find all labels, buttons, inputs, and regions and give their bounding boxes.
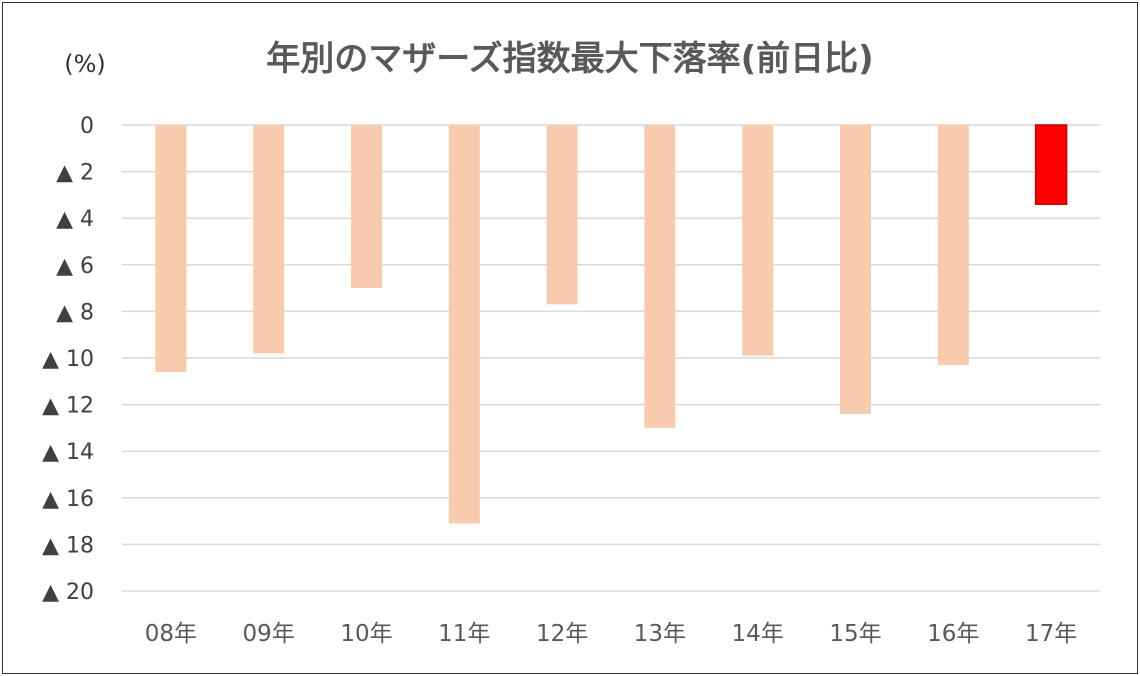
- bars: [155, 124, 1068, 524]
- x-tick-label: 08年: [145, 621, 197, 647]
- x-axis-ticks: 08年 09年 10年 11年 12年 13年 14年 15年 16年 17年: [145, 621, 1077, 647]
- y-axis-ticks: 0 ▲ 2 ▲ 4 ▲ 6 ▲ 8 ▲ 10 ▲ 12 ▲ 14 ▲ 16 ▲ 18 ▲ 20: [42, 114, 94, 605]
- bar-12年: [546, 125, 578, 305]
- bar-16年: [937, 125, 969, 365]
- x-tick-label: 11年: [438, 621, 490, 647]
- y-tick-label: ▲ 12: [42, 394, 94, 419]
- y-tick-label: ▲ 16: [42, 487, 94, 512]
- bar-17年: [1034, 124, 1068, 205]
- y-tick-label: 0: [80, 114, 94, 139]
- y-axis-unit-label: (%): [64, 50, 106, 78]
- bar-09年: [253, 125, 285, 354]
- x-tick-label: 16年: [927, 621, 979, 647]
- chart-title: 年別のマザーズ指数最大下落率(前日比): [266, 39, 873, 79]
- bar-08年: [155, 125, 187, 372]
- y-tick-label: ▲ 4: [56, 207, 94, 232]
- x-tick-label: 13年: [634, 621, 686, 647]
- x-tick-label: 14年: [732, 621, 784, 647]
- y-tick-label: ▲ 18: [42, 533, 94, 558]
- bar-14年: [742, 125, 774, 356]
- x-tick-label: 15年: [829, 621, 881, 647]
- gridlines: [122, 124, 1100, 592]
- bar-15年: [840, 125, 871, 414]
- bar-10年: [351, 125, 382, 289]
- bar-11年: [448, 125, 480, 524]
- y-tick-label: ▲ 20: [42, 580, 94, 605]
- x-tick-label: 12年: [536, 621, 588, 647]
- x-tick-label: 10年: [340, 621, 392, 647]
- y-tick-label: ▲ 10: [42, 347, 94, 372]
- bar-13年: [644, 125, 676, 428]
- x-tick-label: 17年: [1025, 621, 1077, 647]
- y-tick-label: ▲ 2: [56, 161, 94, 186]
- y-tick-label: ▲ 6: [56, 254, 94, 279]
- x-tick-label: 09年: [243, 621, 295, 647]
- y-tick-label: ▲ 14: [42, 440, 94, 465]
- y-tick-label: ▲ 8: [56, 300, 94, 325]
